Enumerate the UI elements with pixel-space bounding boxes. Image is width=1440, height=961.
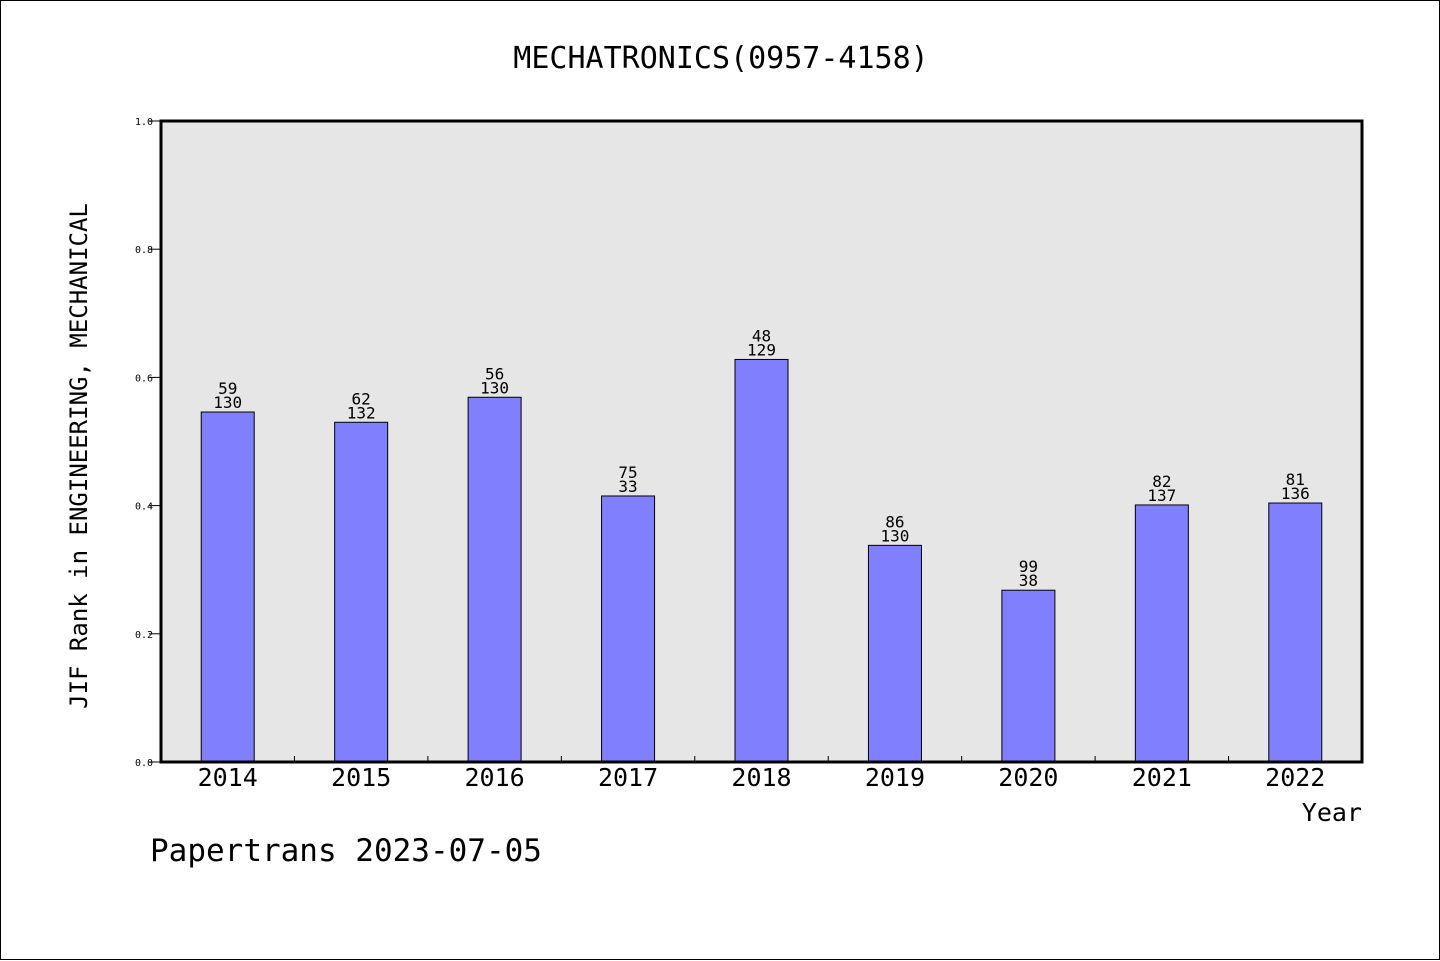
bar-2020 <box>1001 589 1056 763</box>
y-tick-label: 0.2 <box>135 630 153 641</box>
bar-rank-label: 86 <box>885 512 904 531</box>
bar-rank-label: 48 <box>752 326 771 345</box>
bar-total-label: 130 <box>213 393 242 412</box>
bar-total-label: 136 <box>1281 484 1310 503</box>
bar-2022 <box>1268 502 1323 763</box>
bar-total-label: 129 <box>747 340 776 359</box>
x-tick-label: 2021 <box>1132 763 1192 792</box>
bar-rank-label: 56 <box>485 364 504 383</box>
bar-2014 <box>200 411 255 763</box>
bar-rank-label: 75 <box>618 463 637 482</box>
bar-rank-label: 99 <box>1019 557 1038 576</box>
x-tick-label: 2017 <box>598 763 658 792</box>
bar-rank-label: 82 <box>1152 472 1171 491</box>
bar-2016 <box>467 396 522 763</box>
bar-2019 <box>867 544 922 763</box>
x-tick-label: 2019 <box>865 763 925 792</box>
x-axis: 2014 2015 2016 2017 2018 2019 2020 2021 2022 <box>198 756 1325 792</box>
x-axis-label: Year <box>1302 798 1362 827</box>
bar-2015 <box>334 421 389 763</box>
y-axis: 0.0 0.2 0.4 0.6 0.8 1.0 <box>135 117 161 769</box>
bar-total-label: 132 <box>347 403 376 422</box>
x-tick-label: 2018 <box>731 763 791 792</box>
bar-total-label: 33 <box>618 477 637 496</box>
x-tick-label: 2014 <box>198 763 258 792</box>
bar-2017 <box>601 495 656 763</box>
bar-total-label: 130 <box>880 526 909 545</box>
bar-rank-label: 81 <box>1286 470 1305 489</box>
bar-rank-label: 62 <box>352 389 371 408</box>
x-tick-label: 2016 <box>465 763 525 792</box>
x-tick-label: 2020 <box>998 763 1058 792</box>
bar-2018 <box>734 358 789 763</box>
y-tick-label: 1.0 <box>135 117 153 128</box>
y-tick-label: 0.0 <box>135 758 153 769</box>
bar-total-label: 130 <box>480 378 509 397</box>
y-tick-label: 0.4 <box>135 502 153 513</box>
bar-series <box>200 358 1323 763</box>
bar-total-label: 38 <box>1019 571 1038 590</box>
y-tick-label: 0.6 <box>135 373 153 384</box>
bar-2021 <box>1134 504 1189 763</box>
x-tick-label: 2022 <box>1265 763 1325 792</box>
chart-title: MECHATRONICS(0957-4158) <box>513 41 928 76</box>
x-tick-label: 2015 <box>331 763 391 792</box>
plot-frame <box>159 119 1364 764</box>
y-tick-label: 0.8 <box>135 245 153 256</box>
footer-credit: Papertrans 2023-07-05 <box>150 833 542 869</box>
bar-rank-label: 59 <box>218 379 237 398</box>
y-axis-label: JIF Rank in ENGINEERING, MECHANICAL <box>65 203 93 709</box>
bar-total-label: 137 <box>1147 486 1176 505</box>
